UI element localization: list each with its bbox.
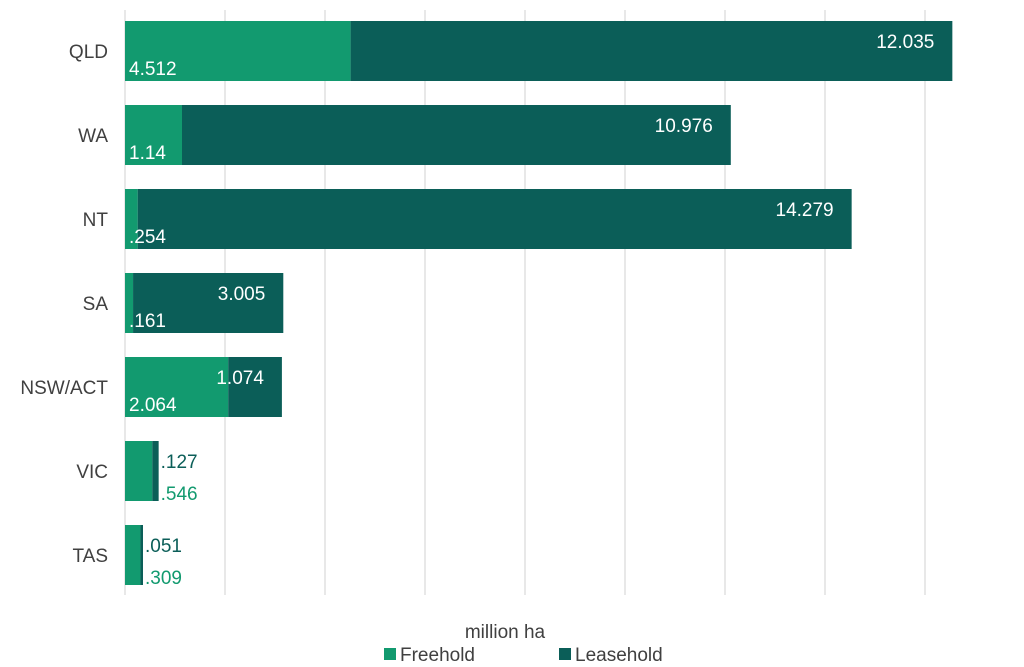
legend-swatch xyxy=(559,648,571,660)
category-label: QLD xyxy=(69,42,108,63)
value-label-freehold: .161 xyxy=(129,311,166,332)
category-label: NSW/ACT xyxy=(20,378,108,399)
value-label-freehold: 2.064 xyxy=(129,395,177,416)
bar-freehold xyxy=(125,273,134,333)
value-label-freehold: .546 xyxy=(161,484,198,505)
category-label: WA xyxy=(78,126,108,147)
value-label-freehold: .254 xyxy=(129,227,166,248)
legend-swatch xyxy=(384,648,396,660)
bar-freehold xyxy=(125,525,141,585)
category-label: NT xyxy=(83,210,109,231)
value-label-freehold: 1.14 xyxy=(129,143,166,164)
bar-leasehold xyxy=(152,441,159,501)
bar-freehold xyxy=(125,21,351,81)
value-label-leasehold: 14.279 xyxy=(776,200,834,221)
bar-leasehold xyxy=(350,21,953,81)
value-label-leasehold: 1.074 xyxy=(216,368,264,389)
legend-label: Freehold xyxy=(400,645,475,666)
x-axis-title: million ha xyxy=(465,622,546,643)
bar-leasehold xyxy=(140,525,143,585)
category-label: VIC xyxy=(76,462,108,483)
bar-leasehold xyxy=(137,189,852,249)
value-labels: 12.035 4.512 10.976 1.14 14.279 .254 3.005 .161… xyxy=(129,32,934,589)
bar-freehold xyxy=(125,357,229,417)
value-label-leasehold: 10.976 xyxy=(655,116,713,137)
category-label: SA xyxy=(83,294,109,315)
value-label-leasehold: 3.005 xyxy=(218,284,266,305)
bar-freehold xyxy=(125,441,153,501)
value-label-leasehold: .051 xyxy=(145,536,182,557)
legend-label: Leasehold xyxy=(575,645,663,666)
value-label-freehold: 4.512 xyxy=(129,59,177,80)
bars xyxy=(125,21,953,585)
bar-leasehold xyxy=(133,273,284,333)
legend: Freehold Leasehold xyxy=(384,645,663,666)
category-label: TAS xyxy=(72,546,108,567)
value-label-leasehold: 12.035 xyxy=(876,32,934,53)
bar-freehold xyxy=(125,189,138,249)
value-label-leasehold: .127 xyxy=(161,452,198,473)
bar-freehold xyxy=(125,105,182,165)
bar-leasehold xyxy=(182,105,731,165)
bar-leasehold xyxy=(228,357,282,417)
value-label-freehold: .309 xyxy=(145,568,182,589)
category-labels: QLD WA NT SA NSW/ACT VIC TAS xyxy=(20,42,108,567)
